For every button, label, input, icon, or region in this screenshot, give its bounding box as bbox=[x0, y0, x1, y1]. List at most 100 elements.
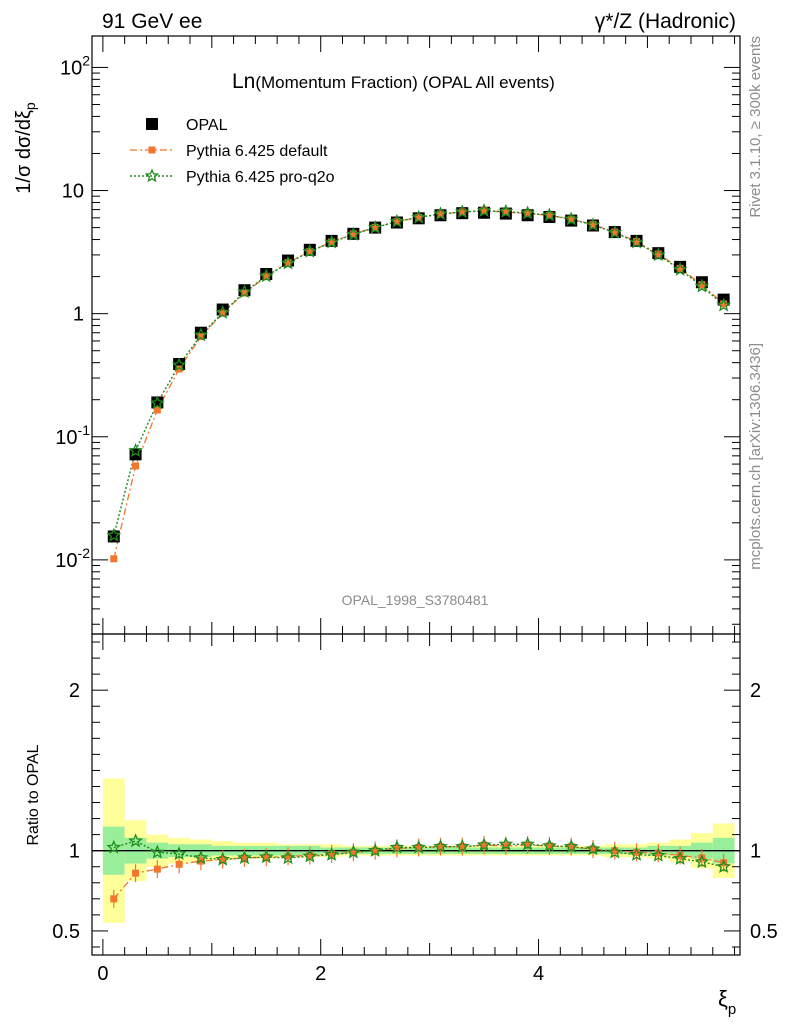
side-label-mcplots: mcplots.cern.ch [arXiv:1306.3436] bbox=[747, 343, 764, 570]
ratio-default-point bbox=[720, 859, 728, 867]
proq2o-point bbox=[280, 255, 296, 270]
default-point bbox=[153, 406, 161, 414]
x-axis-title: ξp bbox=[718, 986, 736, 1018]
default-point bbox=[306, 247, 314, 255]
axis-ticks bbox=[92, 36, 740, 955]
ratio-default-point bbox=[437, 843, 445, 851]
ratio-default-point bbox=[328, 850, 336, 858]
proq2o-point bbox=[193, 327, 209, 342]
ratio-proq2o-point bbox=[716, 859, 731, 874]
default-point bbox=[219, 309, 227, 317]
ratio-proq2o-point bbox=[607, 844, 623, 859]
proq2o-point bbox=[324, 234, 339, 249]
ratio-proq2o-point bbox=[694, 854, 710, 869]
ratio-proq2o-point bbox=[128, 833, 143, 848]
legend: OPAL Pythia 6.425 default Pythia 6.425 p… bbox=[130, 117, 335, 186]
proq2o-point bbox=[367, 219, 383, 234]
upper-plot-series bbox=[106, 203, 732, 563]
ratio-proq2o-point bbox=[476, 837, 492, 852]
ratio-proq2o-point bbox=[672, 851, 688, 865]
ratio-default-point bbox=[415, 843, 423, 851]
proq2o-point bbox=[585, 217, 601, 232]
default-point bbox=[720, 300, 728, 308]
ratio-plot-series bbox=[106, 833, 731, 908]
lower-y-tick-label: 1 bbox=[69, 841, 80, 863]
ratio-default-point bbox=[567, 843, 575, 851]
proq2o-point bbox=[454, 204, 470, 219]
ratio-default-point bbox=[219, 856, 227, 864]
proq2o-point bbox=[258, 268, 274, 283]
ratio-proq2o-point bbox=[149, 844, 165, 859]
proq2o-point bbox=[672, 261, 688, 276]
ratio-proq2o-point bbox=[367, 842, 383, 857]
proq2o-point bbox=[237, 284, 252, 299]
proq2o-point bbox=[411, 209, 427, 224]
legend-label-proq2o: Pythia 6.425 pro-q2o bbox=[186, 169, 335, 186]
default-point bbox=[676, 264, 684, 272]
default-point bbox=[633, 238, 641, 246]
proq2o-point bbox=[650, 247, 666, 262]
ratio-default-point bbox=[284, 852, 292, 860]
ratio-default-point bbox=[589, 845, 597, 853]
proq2o-point bbox=[476, 203, 492, 217]
default-point bbox=[415, 213, 423, 221]
ratio-proq2o-point bbox=[650, 847, 666, 862]
ratio-proq2o-point bbox=[346, 844, 361, 859]
proq2o-point bbox=[542, 207, 557, 222]
proq2o-point bbox=[149, 395, 165, 410]
legend-mark-proq2o bbox=[144, 168, 160, 183]
lower-y-tick-label-right: 1 bbox=[750, 841, 761, 863]
default-point bbox=[132, 462, 140, 470]
ratio-proq2o-point bbox=[520, 836, 535, 851]
ratio-proq2o-point bbox=[454, 839, 470, 853]
default-point bbox=[262, 272, 270, 280]
lower-y-tick-label: 0.5 bbox=[52, 921, 80, 943]
ratio-proq2o-point bbox=[258, 849, 274, 864]
default-point bbox=[654, 250, 662, 258]
upper-y-axis-title: 1/σ dσ/dξp bbox=[13, 102, 38, 194]
legend-mark-default bbox=[148, 146, 156, 154]
ratio-proq2o-point bbox=[106, 839, 122, 854]
ratio-proq2o-point bbox=[542, 838, 557, 853]
ratio-proq2o-point bbox=[302, 848, 318, 863]
plot-frames bbox=[91, 35, 741, 956]
default-point bbox=[110, 555, 118, 563]
proq2o-point bbox=[128, 442, 143, 458]
lower-y-axis-title: Ratio to OPAL bbox=[25, 744, 42, 845]
ratio-proq2o-point bbox=[171, 846, 187, 861]
default-point bbox=[458, 208, 466, 216]
ratio-default-point bbox=[110, 895, 118, 903]
analysis-watermark: OPAL_1998_S3780481 bbox=[342, 592, 489, 608]
proq2o-point bbox=[607, 224, 623, 239]
ratio-default-point bbox=[633, 848, 641, 856]
proq2o-point bbox=[171, 357, 187, 372]
upper-y-tick-label: 102 bbox=[60, 52, 90, 79]
lower-y-tick-label: 2 bbox=[69, 680, 80, 702]
lower-y-tick-label-right: 0.5 bbox=[750, 921, 778, 943]
ratio-default-point bbox=[524, 841, 532, 849]
default-point bbox=[698, 281, 706, 289]
legend-label-default: Pythia 6.425 default bbox=[186, 143, 328, 160]
default-point bbox=[197, 333, 205, 341]
upper-y-tick-label: 1 bbox=[73, 304, 84, 326]
proq2o-point bbox=[498, 203, 514, 218]
default-point bbox=[328, 238, 336, 246]
ratio-default-point bbox=[306, 851, 314, 859]
lower-y-tick-label-right: 2 bbox=[750, 680, 761, 702]
ratio-default-point bbox=[349, 848, 357, 856]
header-right: γ*/Z (Hadronic) bbox=[595, 10, 736, 33]
default-point bbox=[589, 220, 597, 228]
default-point bbox=[437, 210, 445, 218]
ratio-proq2o-point bbox=[411, 839, 427, 854]
x-tick-label: 4 bbox=[533, 963, 544, 985]
ratio-proq2o-point bbox=[563, 839, 579, 853]
proq2o-point bbox=[694, 278, 710, 293]
default-point bbox=[567, 215, 575, 223]
ratio-proq2o-point bbox=[389, 839, 405, 854]
ratio-proq2o-point bbox=[280, 850, 296, 865]
header-left: 91 GeV ee bbox=[102, 10, 202, 33]
x-tick-label: 0 bbox=[97, 963, 108, 985]
x-tick-label: 2 bbox=[315, 963, 326, 985]
axis-tick-labels: 10-2 10-1 1 10 102 0 2 4 0.5 0.5 1 1 2 2 bbox=[52, 52, 778, 985]
ratio-proq2o-point bbox=[237, 850, 252, 865]
